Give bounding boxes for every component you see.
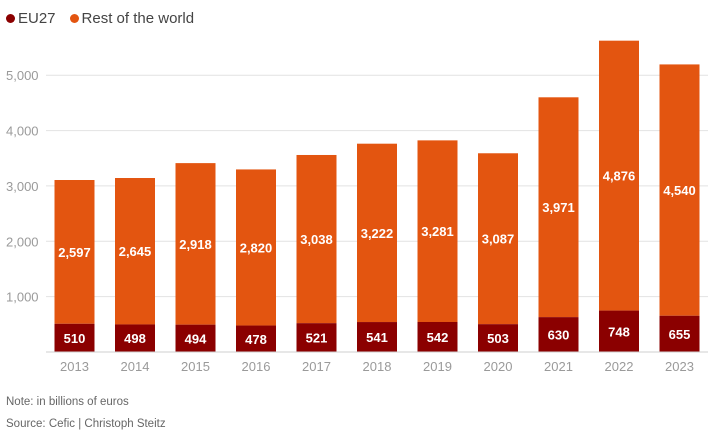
y-tick-label-5000: 5,000	[6, 68, 39, 83]
bar-rest-of-world-2020	[478, 153, 518, 325]
label-rest-of-world-2019: 3,281	[421, 224, 454, 239]
x-tick-label-2014: 2014	[121, 359, 150, 374]
footer-note: Note: in billions of euros	[6, 396, 129, 408]
legend-swatch-eu27	[6, 14, 15, 23]
x-tick-label-2020: 2020	[484, 359, 513, 374]
bar-eu27-2020	[478, 324, 518, 352]
x-tick-label-2013: 2013	[60, 359, 89, 374]
bar-rest-of-world-2017	[296, 154, 337, 324]
x-tick-label-2021: 2021	[544, 359, 573, 374]
legend-item-rest-of-world: Rest of the world	[69, 10, 195, 27]
x-tick-label-2022: 2022	[605, 359, 634, 374]
y-tick-label-4000: 4,000	[6, 124, 39, 139]
label-eu27-2023: 655	[669, 327, 691, 342]
label-rest-of-world-2013: 2,597	[58, 245, 91, 260]
bar-rest-of-world-2016	[236, 169, 276, 326]
bar-eu27-2018	[357, 322, 397, 352]
x-tick-label-2016: 2016	[242, 359, 271, 374]
bar-eu27-2019	[417, 321, 458, 352]
y-tick-label-1000: 1,000	[6, 290, 39, 305]
bar-rest-of-world-2014	[115, 178, 155, 325]
bar-eu27-2023	[659, 315, 700, 352]
label-rest-of-world-2022: 4,876	[603, 169, 636, 184]
bar-eu27-2015	[175, 324, 216, 352]
bar-rest-of-world-2023	[659, 64, 700, 316]
y-tick-label-2000: 2,000	[6, 234, 39, 249]
footer-source: Source: Cefic | Christoph Steitz	[6, 418, 166, 430]
bar-eu27-2021	[538, 317, 579, 352]
bar-eu27-2013	[54, 323, 95, 352]
label-eu27-2018: 541	[366, 330, 388, 345]
x-tick-label-2018: 2018	[363, 359, 392, 374]
x-tick-label-2017: 2017	[302, 359, 331, 374]
label-eu27-2017: 521	[306, 331, 328, 346]
label-rest-of-world-2023: 4,540	[663, 183, 696, 198]
label-eu27-2020: 503	[487, 331, 509, 346]
label-rest-of-world-2014: 2,645	[119, 244, 152, 259]
bar-eu27-2022	[599, 310, 639, 352]
bar-rest-of-world-2019	[417, 140, 458, 322]
label-eu27-2021: 630	[548, 328, 570, 343]
legend: EU27 Rest of the world	[6, 10, 208, 27]
bar-rest-of-world-2021	[538, 97, 579, 318]
label-eu27-2022: 748	[608, 324, 630, 339]
label-eu27-2016: 478	[245, 332, 267, 347]
label-rest-of-world-2016: 2,820	[240, 240, 273, 255]
bar-eu27-2017	[296, 323, 337, 352]
bar-eu27-2016	[236, 325, 276, 352]
legend-item-eu27: EU27	[6, 10, 56, 27]
label-rest-of-world-2017: 3,038	[300, 232, 333, 247]
x-tick-label-2015: 2015	[181, 359, 210, 374]
bar-rest-of-world-2015	[175, 163, 216, 325]
label-rest-of-world-2020: 3,087	[482, 232, 515, 247]
bar-rest-of-world-2013	[54, 180, 95, 324]
bar-rest-of-world-2018	[357, 143, 397, 323]
label-eu27-2015: 494	[185, 331, 207, 346]
x-tick-label-2019: 2019	[423, 359, 452, 374]
label-rest-of-world-2015: 2,918	[179, 237, 212, 252]
legend-swatch-rest-of-world	[69, 14, 79, 23]
label-eu27-2014: 498	[124, 331, 146, 346]
bar-eu27-2014	[115, 324, 155, 352]
bar-rest-of-world-2022	[599, 40, 639, 311]
legend-label-eu27: EU27	[18, 10, 56, 27]
label-rest-of-world-2018: 3,222	[361, 226, 394, 241]
label-rest-of-world-2021: 3,971	[542, 200, 575, 215]
label-eu27-2013: 510	[64, 331, 86, 346]
x-tick-label-2023: 2023	[665, 359, 694, 374]
legend-label-rest-of-world: Rest of the world	[81, 10, 195, 27]
label-eu27-2019: 542	[427, 330, 449, 345]
y-tick-label-3000: 3,000	[6, 179, 39, 194]
